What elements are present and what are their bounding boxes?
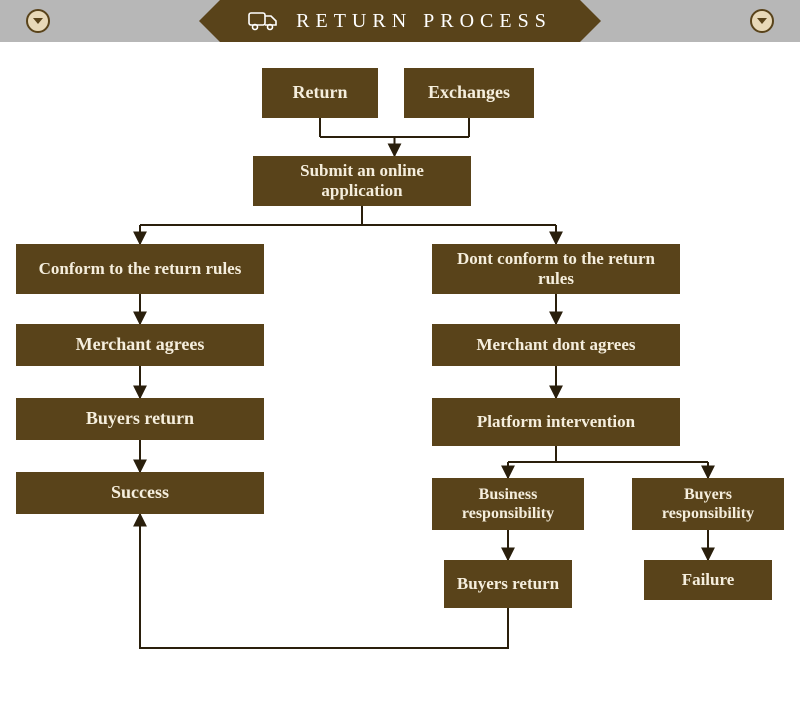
header-banner: RETURN PROCESS (220, 0, 580, 42)
flowchart-canvas: Return Exchanges Submit an online applicat… (0, 42, 800, 718)
flowchart-node-dont_conform: Dont conform to the return rules (432, 244, 680, 294)
flowchart-node-submit: Submit an online application (253, 156, 471, 206)
flowchart-node-success: Success (16, 472, 264, 514)
flowchart-node-conform: Conform to the return rules (16, 244, 264, 294)
badge-icon (750, 9, 774, 33)
flowchart-node-platform: Platform intervention (432, 398, 680, 446)
flowchart-node-exchanges: Exchanges (404, 68, 534, 118)
header-title: RETURN PROCESS (296, 10, 552, 33)
header-bar: RETURN PROCESS (0, 0, 800, 42)
flowchart-node-merchant_dont: Merchant dont agrees (432, 324, 680, 366)
flowchart-node-return: Return (262, 68, 378, 118)
truck-icon (248, 10, 278, 32)
flowchart-node-merchant_agrees: Merchant agrees (16, 324, 264, 366)
flowchart-node-failure: Failure (644, 560, 772, 600)
badge-icon (26, 9, 50, 33)
flowchart-node-buyers_return_l: Buyers return (16, 398, 264, 440)
flowchart-edges (0, 42, 800, 718)
flowchart-node-business_resp: Business responsibility (432, 478, 584, 530)
flowchart-node-buyers_resp: Buyers responsibility (632, 478, 784, 530)
flowchart-node-buyers_return_r: Buyers return (444, 560, 572, 608)
